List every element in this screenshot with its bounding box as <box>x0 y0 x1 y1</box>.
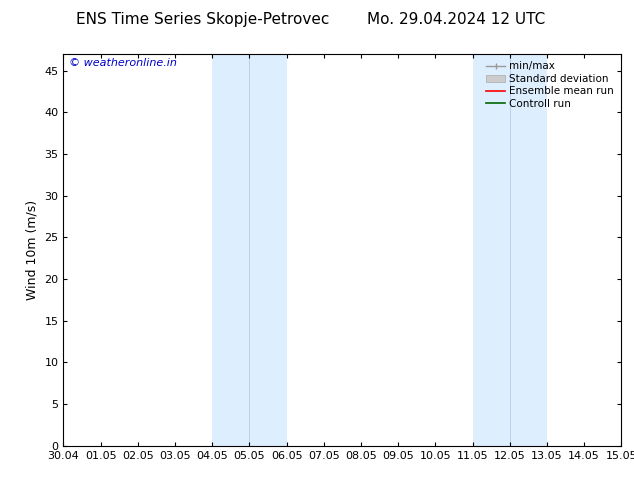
Bar <box>212 54 287 446</box>
Y-axis label: Wind 10m (m/s): Wind 10m (m/s) <box>26 200 39 300</box>
Text: © weatheronline.in: © weatheronline.in <box>69 58 177 68</box>
Text: Mo. 29.04.2024 12 UTC: Mo. 29.04.2024 12 UTC <box>367 12 546 27</box>
Legend: min/max, Standard deviation, Ensemble mean run, Controll run: min/max, Standard deviation, Ensemble me… <box>484 59 616 111</box>
Bar <box>472 54 547 446</box>
Text: ENS Time Series Skopje-Petrovec: ENS Time Series Skopje-Petrovec <box>76 12 330 27</box>
